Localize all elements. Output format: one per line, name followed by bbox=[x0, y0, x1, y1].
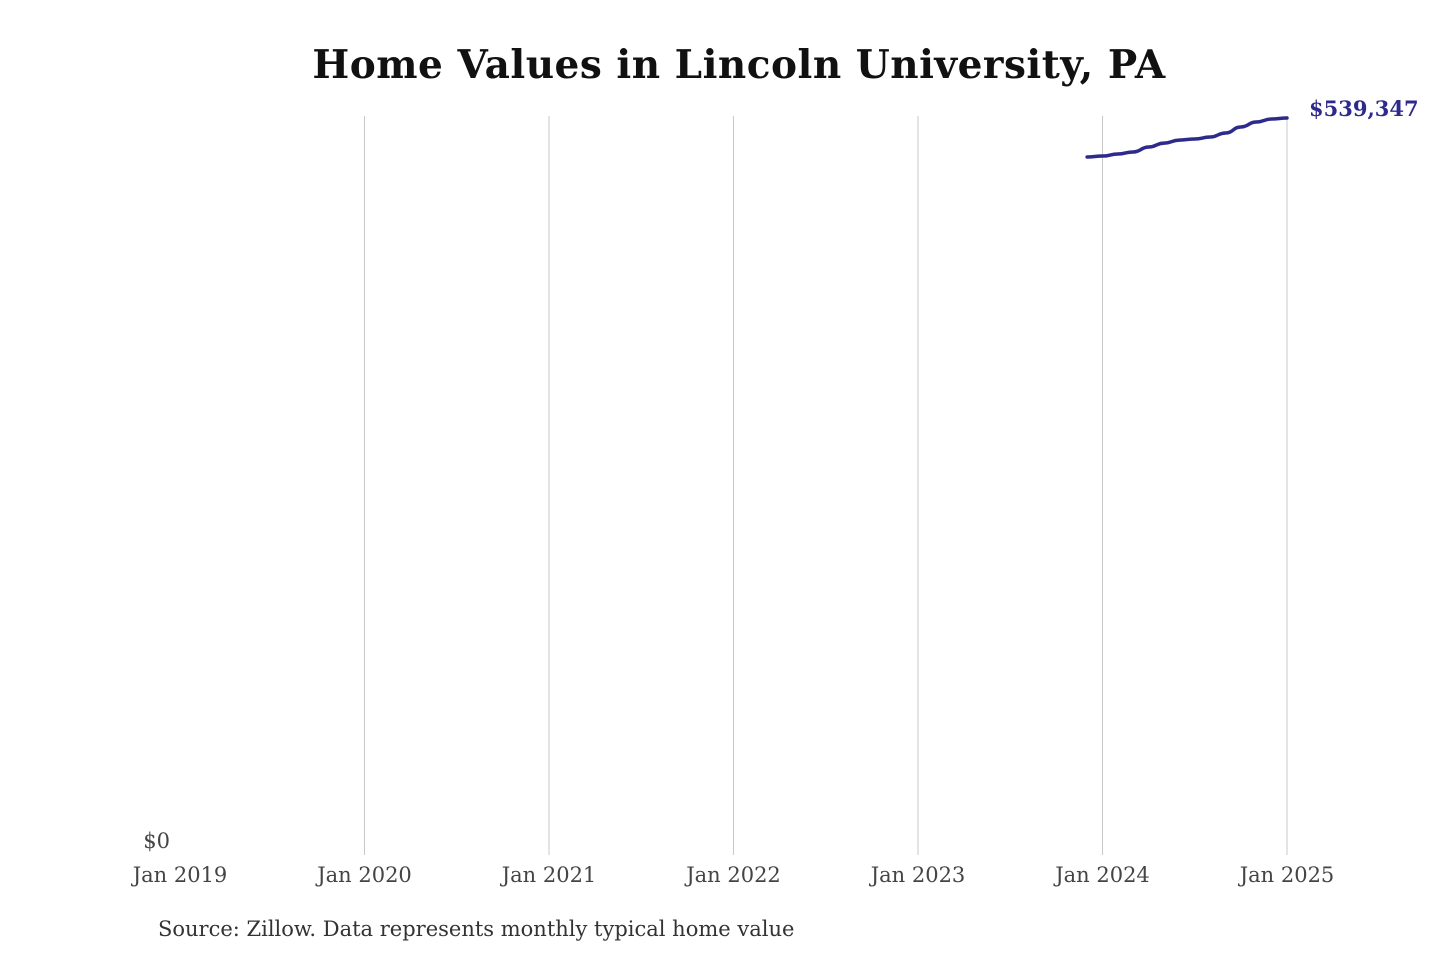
source-note: Source: Zillow. Data represents monthly … bbox=[158, 917, 795, 941]
x-tick-label: Jan 2025 bbox=[1238, 863, 1335, 887]
x-tick-label: Jan 2023 bbox=[869, 863, 966, 887]
x-tick-label: Jan 2019 bbox=[131, 863, 228, 887]
chart-title: Home Values in Lincoln University, PA bbox=[312, 42, 1166, 88]
x-tick-label: Jan 2020 bbox=[315, 863, 412, 887]
x-tick-label: Jan 2024 bbox=[1053, 863, 1150, 887]
x-tick-label: Jan 2022 bbox=[684, 863, 781, 887]
series-line bbox=[1085, 116, 1289, 159]
end-value-label: $539,347 bbox=[1309, 96, 1419, 121]
y-tick-label: $0 bbox=[143, 829, 170, 853]
x-tick-label: Jan 2021 bbox=[500, 863, 597, 887]
